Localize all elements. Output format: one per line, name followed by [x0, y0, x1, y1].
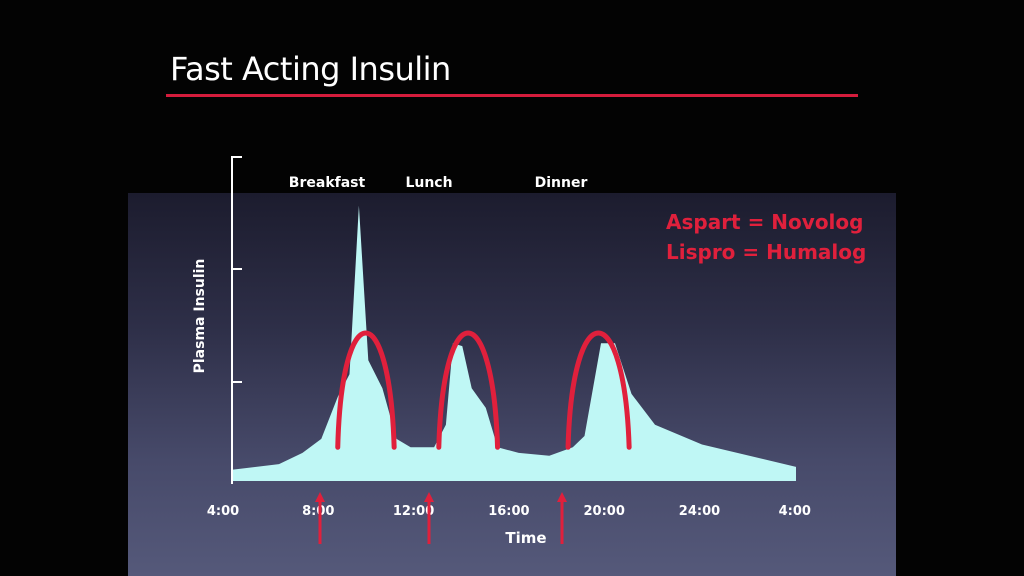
- annotation-aspart: Aspart = Novolog: [666, 210, 863, 234]
- annotation-lispro: Lispro = Humalog: [666, 240, 866, 264]
- x-tick-label: 12:00: [393, 504, 434, 519]
- y-axis-label: Plasma Insulin: [192, 259, 208, 374]
- slide-title: Fast Acting Insulin: [170, 50, 451, 88]
- meal-arrow-head: [557, 492, 567, 502]
- rapid-insulin-curve-1: [335, 330, 397, 450]
- rapid-insulin-curve-2: [436, 330, 501, 450]
- x-tick-label: 4:00: [779, 504, 811, 519]
- rapid-insulin-curve-3: [565, 330, 632, 450]
- meal-label: Breakfast: [289, 175, 366, 191]
- x-tick-label: 8:00: [302, 504, 334, 519]
- title-underline: [166, 94, 858, 97]
- plasma-insulin-area: [232, 205, 796, 481]
- x-tick-label: 16:00: [488, 504, 529, 519]
- x-axis-label: Time: [505, 529, 546, 547]
- meal-arrow-head: [315, 492, 325, 502]
- x-tick-label: 4:00: [207, 504, 239, 519]
- x-tick-label: 24:00: [679, 504, 720, 519]
- meal-arrow-head: [424, 492, 434, 502]
- meal-label: Lunch: [405, 175, 452, 191]
- x-tick-label: 20:00: [584, 504, 625, 519]
- meal-label: Dinner: [535, 175, 588, 191]
- chart-panel: [128, 193, 896, 576]
